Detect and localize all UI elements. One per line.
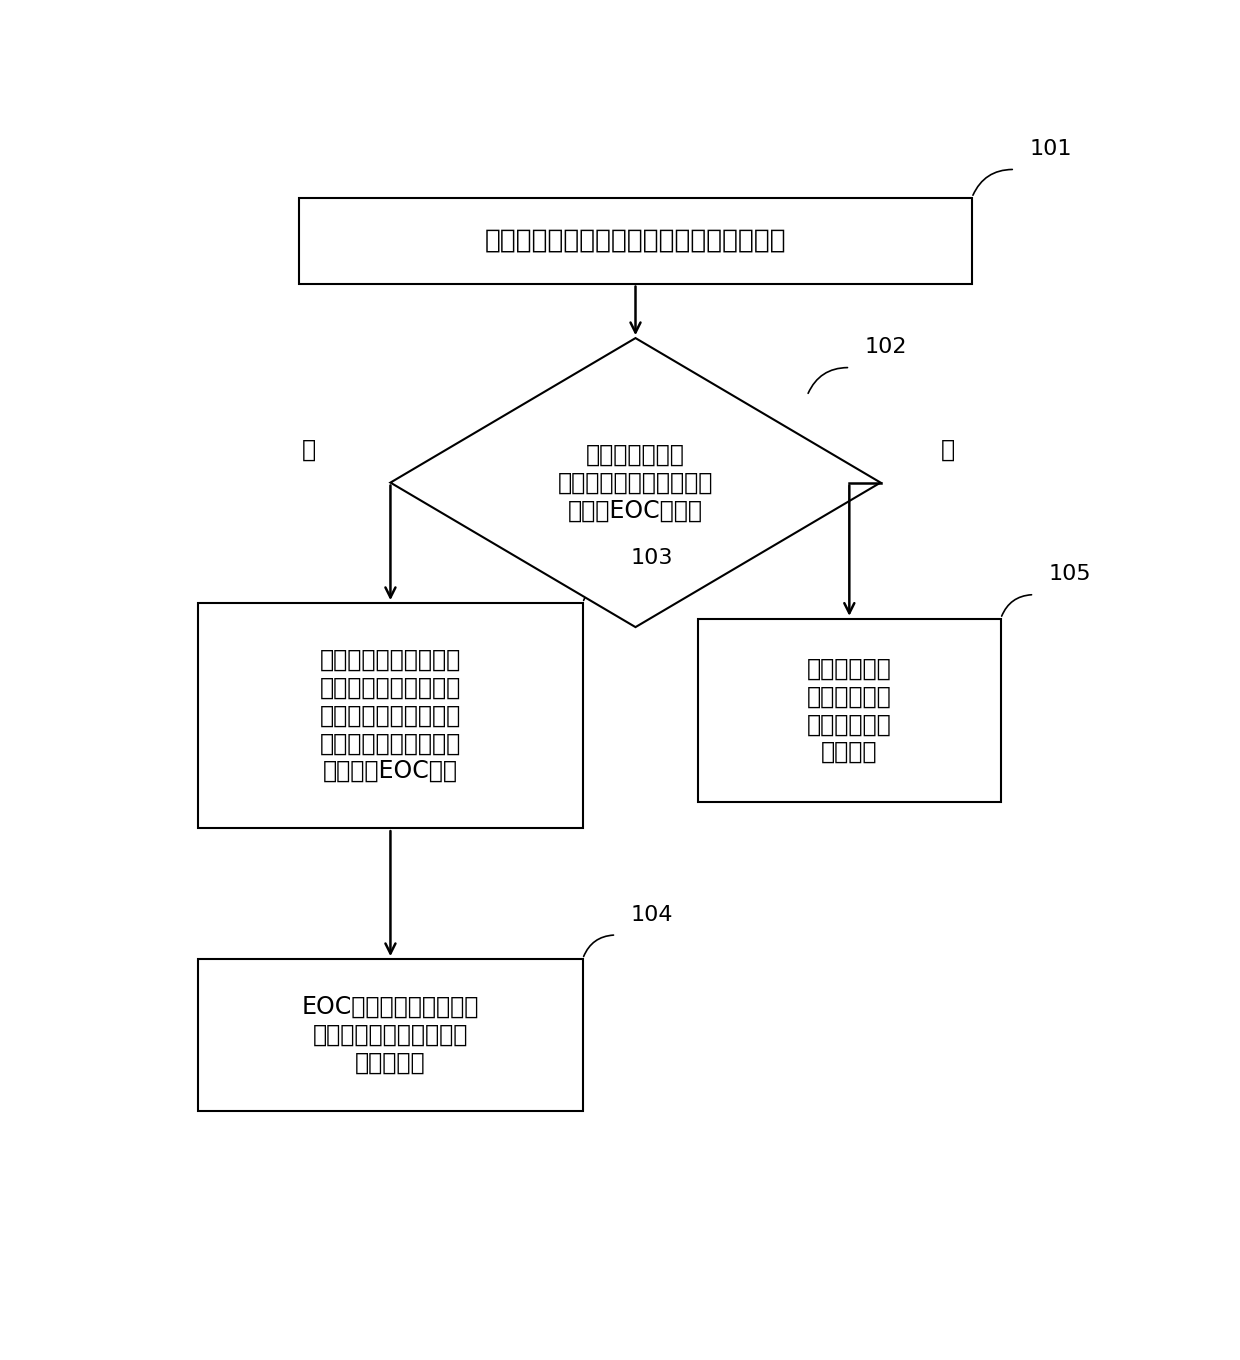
FancyBboxPatch shape: [299, 197, 972, 284]
Text: 102: 102: [864, 337, 908, 358]
Text: EOC模块根据接收到的所
述第二类型的配置数据配
置自身参数: EOC模块根据接收到的所 述第二类型的配置数据配 置自身参数: [301, 996, 479, 1074]
FancyBboxPatch shape: [698, 619, 1001, 802]
Text: 机顶盒将第一类型的配置数据发送给路由器: 机顶盒将第一类型的配置数据发送给路由器: [485, 227, 786, 254]
Text: 101: 101: [1029, 139, 1073, 159]
Text: 路由器判断第一
类型的配置数据需要发送
给所述EOC模块？: 路由器判断第一 类型的配置数据需要发送 给所述EOC模块？: [558, 443, 713, 522]
FancyBboxPatch shape: [198, 959, 583, 1111]
FancyBboxPatch shape: [198, 602, 583, 828]
Text: 103: 103: [631, 548, 673, 568]
Text: 路由器将所述第一类型
的配置数据转换为第二
类型的配置数据，并将
所述第二类型的配置数
据发送给EOC模块: 路由器将所述第一类型 的配置数据转换为第二 类型的配置数据，并将 所述第二类型的…: [320, 647, 461, 783]
Text: 是: 是: [301, 438, 316, 461]
Text: 104: 104: [631, 904, 673, 925]
Polygon shape: [391, 339, 880, 627]
Text: 否: 否: [941, 438, 955, 461]
Text: 路由器根据所
述第一类型的
配置数据配置
自身参数: 路由器根据所 述第一类型的 配置数据配置 自身参数: [807, 657, 892, 764]
Text: 105: 105: [1049, 564, 1091, 585]
